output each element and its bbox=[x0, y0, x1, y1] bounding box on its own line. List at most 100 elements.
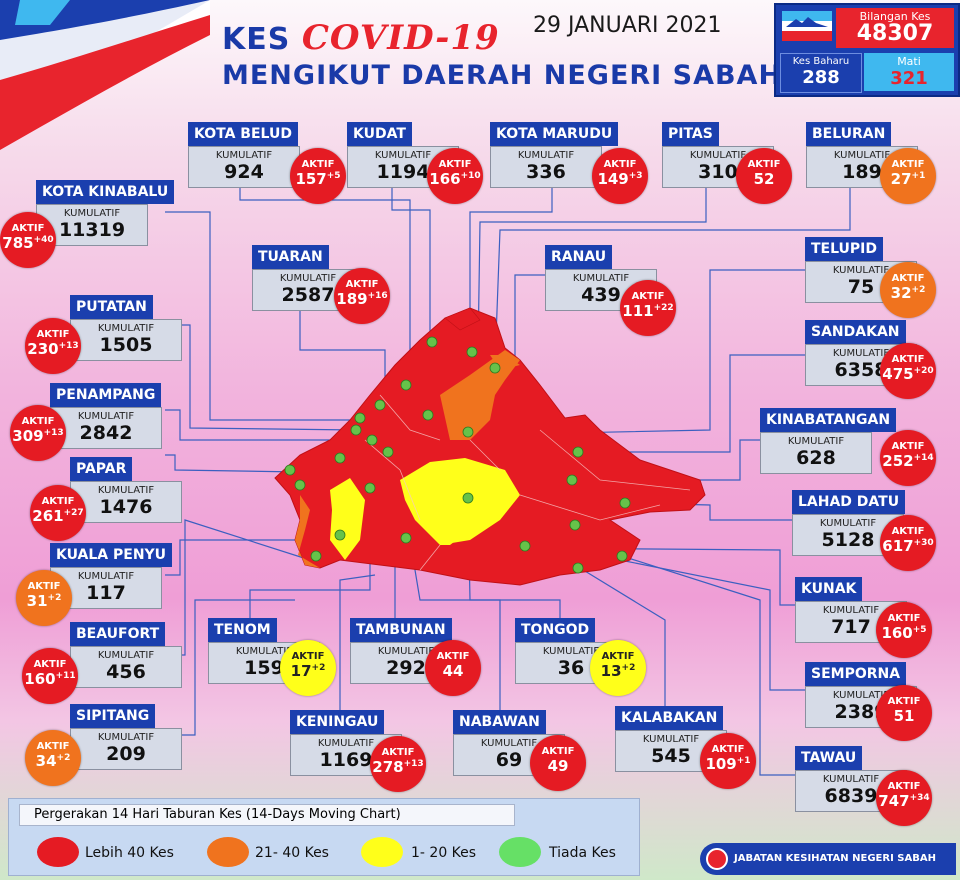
district-cumulative-box: KUMULATIF 336 bbox=[490, 146, 602, 188]
legend-title: Pergerakan 14 Hari Taburan Kes (14-Days … bbox=[19, 804, 515, 826]
legend-swatch-red bbox=[37, 837, 79, 867]
district-name: SIPITANG bbox=[70, 704, 156, 728]
active-label: AKTIF bbox=[887, 613, 921, 624]
active-value: 49 bbox=[530, 757, 586, 775]
active-value: 44 bbox=[425, 662, 481, 680]
active-cases-badge: AKTIF 44 bbox=[425, 640, 481, 696]
cumulative-label: KUMULATIF bbox=[787, 436, 845, 447]
district-name: KUNAK bbox=[795, 577, 863, 601]
district-cumulative-box: KUMULATIF 439 bbox=[545, 269, 657, 311]
active-count: 13 bbox=[600, 662, 622, 680]
active-count: 278 bbox=[372, 758, 404, 776]
active-cases-badge: AKTIF 149+3 bbox=[592, 148, 648, 204]
active-increase: +2 bbox=[56, 753, 71, 763]
cumulative-value: 209 bbox=[106, 743, 146, 765]
active-count: 230 bbox=[27, 340, 59, 358]
cumulative-label: KUMULATIF bbox=[97, 732, 155, 743]
active-label: AKTIF bbox=[891, 441, 925, 452]
active-count: 189 bbox=[336, 290, 368, 308]
active-label: AKTIF bbox=[41, 496, 75, 507]
active-cases-badge: AKTIF 230+13 bbox=[25, 318, 81, 374]
active-count: 160 bbox=[24, 670, 56, 688]
active-cases-badge: AKTIF 785+40 bbox=[0, 212, 56, 268]
active-cases-badge: AKTIF 617+30 bbox=[880, 515, 936, 571]
active-count: 157 bbox=[295, 170, 327, 188]
active-cases-badge: AKTIF 160+11 bbox=[22, 648, 78, 704]
cumulative-label: KUMULATIF bbox=[97, 323, 155, 334]
active-value: 747+34 bbox=[876, 792, 932, 810]
cumulative-label: KUMULATIF bbox=[97, 485, 155, 496]
cumulative-value: 36 bbox=[557, 657, 585, 679]
active-value: 51 bbox=[876, 707, 932, 725]
total-cases-value: 48307 bbox=[856, 21, 934, 46]
cumulative-label: KUMULATIF bbox=[689, 150, 747, 161]
active-value: 261+27 bbox=[30, 507, 86, 525]
active-value: 31+2 bbox=[16, 592, 72, 610]
active-cases-badge: AKTIF 309+13 bbox=[10, 405, 66, 461]
cumulative-label: KUMULATIF bbox=[542, 646, 600, 657]
active-increase: +2 bbox=[621, 663, 636, 673]
district-name: KUALA PENYU bbox=[50, 543, 173, 567]
active-count: 52 bbox=[753, 170, 775, 188]
active-value: 166+10 bbox=[427, 170, 483, 188]
active-label: AKTIF bbox=[711, 744, 745, 755]
district-name: PENAMPANG bbox=[50, 383, 162, 407]
active-increase: +2 bbox=[311, 663, 326, 673]
cumulative-value: 11319 bbox=[58, 219, 126, 241]
district-name: KENINGAU bbox=[290, 710, 385, 734]
active-increase: +40 bbox=[33, 235, 54, 245]
active-increase: +5 bbox=[912, 625, 927, 635]
new-cases-label: Kes Baharu bbox=[792, 56, 850, 67]
legend-swatch-orange bbox=[207, 837, 249, 867]
cumulative-value: 5128 bbox=[821, 529, 875, 551]
active-cases-badge: AKTIF 34+2 bbox=[25, 730, 81, 786]
cumulative-value: 439 bbox=[581, 284, 621, 306]
cumulative-label: KUMULATIF bbox=[822, 605, 880, 616]
district-name: TONGOD bbox=[515, 618, 596, 642]
active-cases-badge: AKTIF 109+1 bbox=[700, 733, 756, 789]
district-name: NABAWAN bbox=[453, 710, 546, 734]
district-name: KOTA MARUDU bbox=[490, 122, 619, 146]
cumulative-value: 69 bbox=[495, 749, 523, 771]
active-increase: +34 bbox=[909, 793, 930, 803]
active-cases-badge: AKTIF 51 bbox=[876, 685, 932, 741]
district-name: KOTA BELUD bbox=[188, 122, 298, 146]
agency-footer: JABATAN KESIHATAN NEGERI SABAH bbox=[700, 843, 956, 875]
active-cases-badge: AKTIF 261+27 bbox=[30, 485, 86, 541]
district-name: SEMPORNA bbox=[805, 662, 907, 686]
active-value: 149+3 bbox=[592, 170, 648, 188]
district-name: TENOM bbox=[208, 618, 277, 642]
active-label: AKTIF bbox=[603, 159, 637, 170]
active-count: 475 bbox=[882, 365, 914, 383]
active-label: AKTIF bbox=[436, 651, 470, 662]
deaths-box: Mati 321 bbox=[864, 53, 954, 91]
district-cumulative-box: KUMULATIF 1505 bbox=[70, 319, 182, 361]
cumulative-value: 2587 bbox=[281, 284, 335, 306]
report-date: 29 JANUARI 2021 bbox=[533, 13, 722, 38]
page-subtitle: MENGIKUT DAERAH NEGERI SABAH bbox=[222, 60, 783, 91]
active-label: AKTIF bbox=[291, 651, 325, 662]
active-label: AKTIF bbox=[887, 781, 921, 792]
district-name: PITAS bbox=[662, 122, 719, 146]
cumulative-label: KUMULATIF bbox=[77, 571, 135, 582]
active-value: 278+13 bbox=[370, 758, 426, 776]
active-cases-badge: AKTIF 31+2 bbox=[16, 570, 72, 626]
active-value: 27+1 bbox=[880, 170, 936, 188]
cumulative-value: 1505 bbox=[99, 334, 153, 356]
active-count: 261 bbox=[32, 507, 64, 525]
legend-panel: Pergerakan 14 Hari Taburan Kes (14-Days … bbox=[8, 798, 640, 876]
legend-label-orange: 21- 40 Kes bbox=[255, 845, 329, 861]
active-label: AKTIF bbox=[301, 159, 335, 170]
legend-label-yellow: 1- 20 Kes bbox=[411, 845, 477, 861]
active-increase: +10 bbox=[460, 171, 481, 181]
cumulative-value: 6839 bbox=[824, 785, 878, 807]
active-cases-badge: AKTIF 52 bbox=[736, 148, 792, 204]
active-label: AKTIF bbox=[887, 696, 921, 707]
active-increase: +22 bbox=[653, 303, 674, 313]
active-count: 111 bbox=[622, 302, 654, 320]
agency-name: JABATAN KESIHATAN NEGERI SABAH bbox=[734, 853, 936, 864]
cumulative-label: KUMULATIF bbox=[572, 273, 630, 284]
active-value: 13+2 bbox=[590, 662, 646, 680]
active-cases-badge: AKTIF 32+2 bbox=[880, 262, 936, 318]
district-name: BELURAN bbox=[806, 122, 892, 146]
